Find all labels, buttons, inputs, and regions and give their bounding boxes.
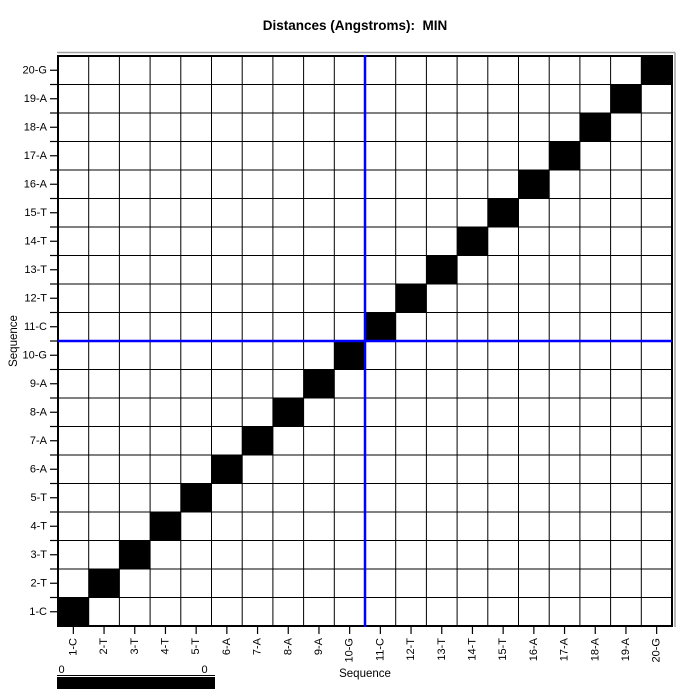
- x-tick-label-10-G: 10-G: [344, 638, 356, 662]
- matrix-cell-4-T[interactable]: [150, 512, 181, 541]
- y-tick-label-13-T: 13-T: [24, 264, 47, 276]
- y-tick-label-16-A: 16-A: [24, 178, 48, 190]
- colorbar-max-label: 0: [201, 664, 207, 676]
- matrix-cell-17-A[interactable]: [549, 141, 580, 171]
- matrix-cell-6-A[interactable]: [211, 455, 243, 484]
- x-tick-label-4-T: 4-T: [159, 638, 171, 655]
- matrix-cell-9-A[interactable]: [303, 369, 335, 399]
- y-tick-label-14-T: 14-T: [24, 235, 47, 247]
- colorbar-min-label: 0: [58, 664, 64, 676]
- y-tick-label-1-C: 1-C: [29, 606, 47, 618]
- x-tick-label-9-A: 9-A: [313, 637, 325, 655]
- chart-title: Distances (Angstroms): MIN: [262, 18, 448, 33]
- x-tick-label-19-A: 19-A: [620, 637, 632, 661]
- x-tick-label-3-T: 3-T: [129, 638, 141, 655]
- y-tick-label-2-T: 2-T: [31, 577, 48, 589]
- matrix-cell-18-A[interactable]: [579, 113, 611, 142]
- matrix-cell-16-A[interactable]: [518, 170, 550, 199]
- matrix-cell-13-T[interactable]: [426, 255, 458, 285]
- matrix-cell-7-A[interactable]: [242, 426, 273, 456]
- colorbar-swatch: [57, 677, 215, 689]
- matrix-cell-1-C[interactable]: [58, 597, 89, 627]
- y-tick-label-6-A: 6-A: [30, 463, 48, 475]
- y-tick-label-3-T: 3-T: [31, 549, 48, 561]
- x-tick-label-1-C: 1-C: [67, 638, 79, 656]
- x-tick-label-16-A: 16-A: [528, 637, 540, 661]
- y-tick-label-11-C: 11-C: [24, 321, 47, 333]
- matrix-cell-15-T[interactable]: [487, 198, 519, 228]
- matrix-cell-5-T[interactable]: [180, 483, 212, 513]
- y-tick-label-19-A: 19-A: [24, 93, 48, 105]
- y-tick-label-7-A: 7-A: [30, 435, 48, 447]
- y-tick-label-4-T: 4-T: [31, 520, 48, 532]
- x-tick-label-5-T: 5-T: [190, 638, 202, 655]
- y-axis-title: Sequence: [8, 315, 20, 367]
- y-tick-label-15-T: 15-T: [24, 207, 47, 219]
- x-tick-label-17-A: 17-A: [559, 637, 571, 661]
- y-tick-label-10-G: 10-G: [23, 349, 47, 361]
- matrix-cell-11-C[interactable]: [365, 312, 396, 342]
- y-tick-label-18-A: 18-A: [24, 121, 48, 133]
- matrix-cell-12-T[interactable]: [395, 284, 427, 313]
- x-tick-label-6-A: 6-A: [221, 637, 233, 655]
- x-tick-label-12-T: 12-T: [405, 638, 417, 661]
- x-axis-title: Sequence: [339, 668, 391, 680]
- x-tick-label-2-T: 2-T: [98, 638, 110, 655]
- y-tick-label-20-G: 20-G: [23, 64, 47, 76]
- x-tick-label-18-A: 18-A: [589, 637, 601, 661]
- matrix-cell-8-A[interactable]: [272, 398, 304, 427]
- x-tick-label-8-A: 8-A: [282, 637, 294, 655]
- matrix-cell-20-G[interactable]: [641, 56, 672, 85]
- x-tick-label-11-C: 11-C: [374, 638, 386, 661]
- matrix-cell-3-T[interactable]: [119, 540, 151, 570]
- y-tick-label-8-A: 8-A: [30, 406, 48, 418]
- x-tick-label-20-G: 20-G: [651, 638, 663, 662]
- matrix-cell-14-T[interactable]: [457, 227, 488, 256]
- matrix-cell-2-T[interactable]: [88, 569, 120, 598]
- y-tick-label-5-T: 5-T: [31, 492, 48, 504]
- matrix-cell-19-A[interactable]: [610, 84, 642, 114]
- x-tick-label-13-T: 13-T: [436, 638, 448, 661]
- matrix-cell-10-G[interactable]: [334, 341, 365, 370]
- x-tick-label-15-T: 15-T: [497, 638, 509, 661]
- y-tick-label-12-T: 12-T: [24, 292, 47, 304]
- x-tick-label-14-T: 14-T: [466, 638, 478, 661]
- x-tick-label-7-A: 7-A: [252, 637, 264, 655]
- y-tick-label-17-A: 17-A: [24, 150, 48, 162]
- y-tick-label-9-A: 9-A: [30, 378, 48, 390]
